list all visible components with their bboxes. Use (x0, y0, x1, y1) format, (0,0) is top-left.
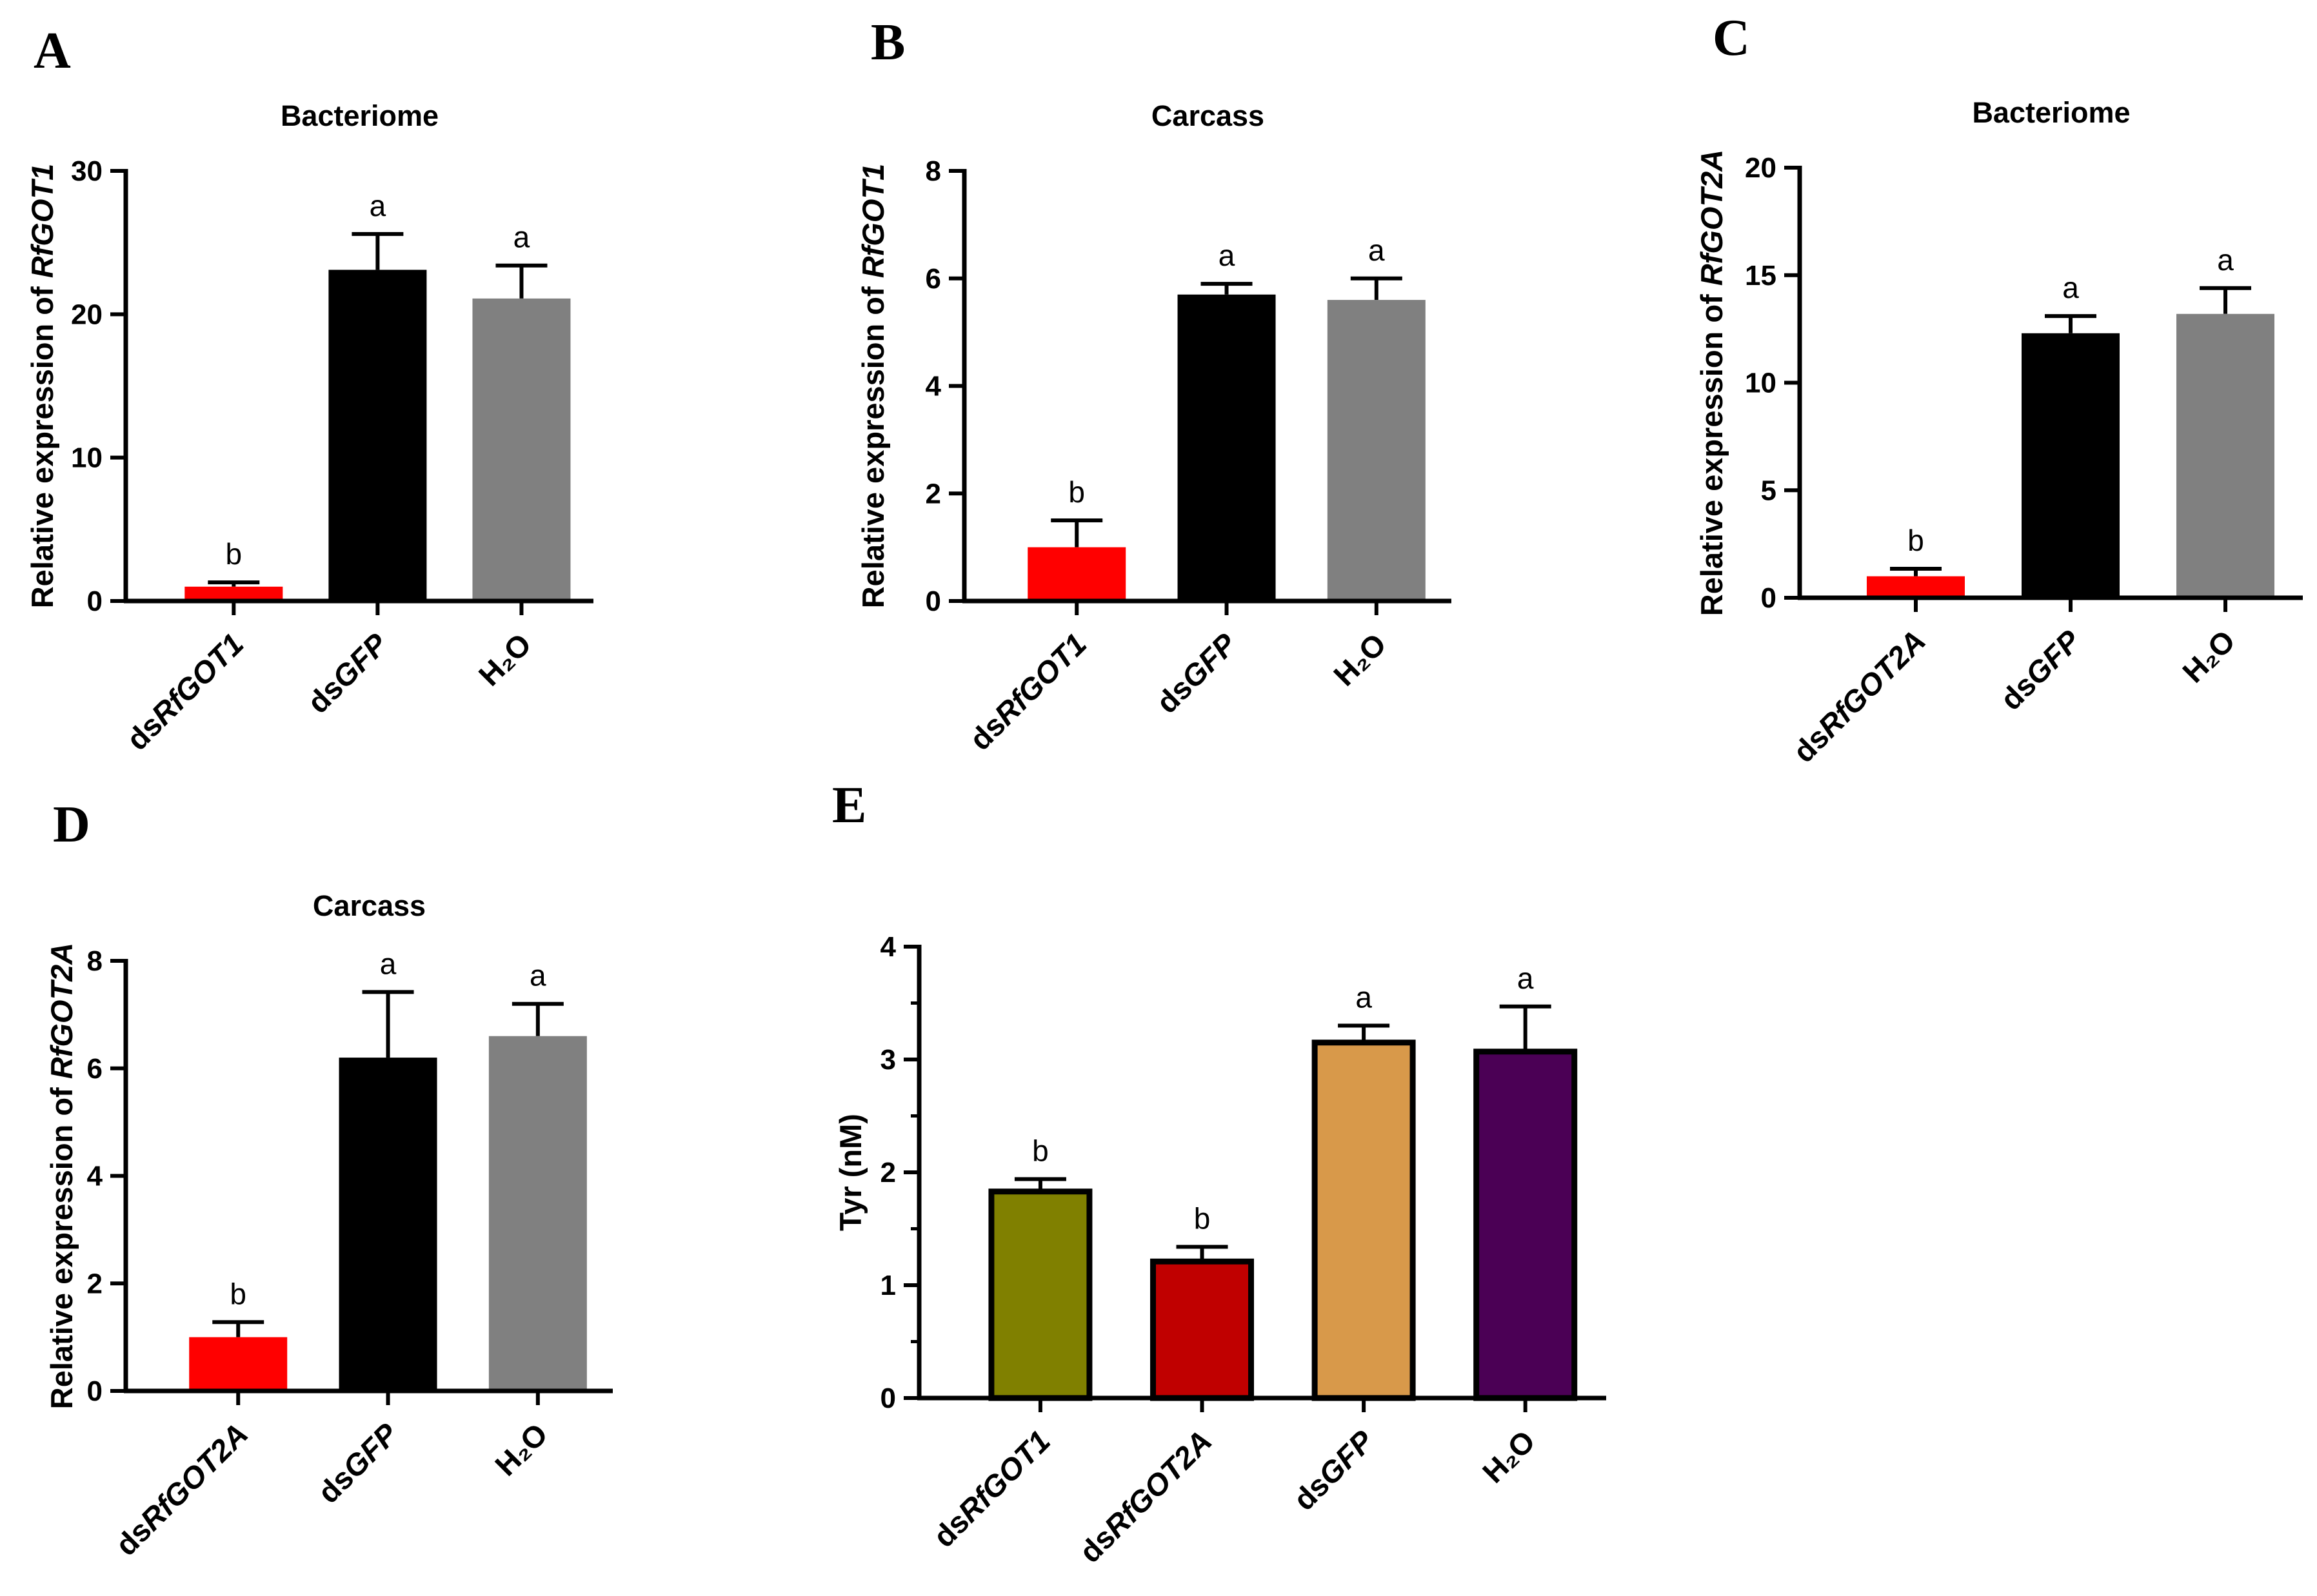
significance-letter: b (1194, 1202, 1211, 1236)
bar-H₂O (1473, 1049, 1578, 1401)
panel-letter: D (53, 796, 90, 853)
bar-dsRfGOT2A (1150, 1258, 1255, 1401)
y-tick-label: 5 (1761, 475, 1776, 506)
bar-dsRfGOT1 (988, 1188, 1093, 1401)
significance-letter: a (1368, 233, 1385, 267)
significance-letter: a (370, 189, 386, 222)
panel-C: C Bacteriome Relative expression of RfGOT2… (1695, 10, 2303, 769)
y-tick-label: 0 (87, 586, 103, 617)
panel-letter: E (832, 777, 866, 834)
x-tick-label: dsGFP (1287, 1423, 1380, 1517)
y-axis-label: Relative expression of RfGOT1 (25, 164, 59, 609)
bar-dsRfGOT2A (1867, 576, 1965, 598)
panel-title: Carcass (1151, 99, 1264, 132)
panel-letter: B (871, 14, 905, 71)
y-tick-label: 0 (926, 586, 941, 617)
bar-dsRfGOT1 (184, 586, 283, 601)
bar-H₂O (488, 1036, 587, 1391)
x-tick-label: dsRfGOT2A (1073, 1424, 1218, 1570)
x-tick-label: dsRfGOT2A (1786, 624, 1932, 769)
significance-letter: b (1907, 524, 1924, 557)
panel-D: D Carcass Relative expression of RfGOT2A b d… (45, 796, 613, 1562)
significance-letter: b (1032, 1134, 1049, 1168)
bar-dsRfGOT1 (1028, 547, 1126, 601)
bar-H₂O (2176, 313, 2274, 598)
significance-letter: a (1218, 239, 1235, 272)
x-tick-label: dsGFP (311, 1416, 404, 1510)
y-axis-label: Tyr (nM) (833, 1114, 868, 1231)
bar-dsGFP (2022, 333, 2120, 598)
bar-dsGFP (1311, 1039, 1416, 1401)
bar-H₂O (472, 298, 571, 601)
x-tick-label: H₂O (1327, 627, 1393, 693)
y-tick-label: 2 (87, 1268, 103, 1299)
y-tick-label: 4 (880, 931, 897, 963)
significance-letter: a (380, 947, 397, 980)
significance-letter: a (513, 221, 530, 254)
y-tick-label: 4 (87, 1161, 103, 1192)
x-tick-label: dsRfGOT2A (108, 1417, 254, 1562)
significance-letter: b (226, 537, 243, 571)
y-tick-label: 8 (87, 945, 103, 977)
y-tick-label: 8 (926, 155, 941, 187)
x-tick-label: H₂O (488, 1417, 554, 1483)
y-tick-label: 10 (1745, 368, 1776, 399)
y-tick-label: 15 (1745, 260, 1776, 291)
y-tick-label: 2 (926, 478, 941, 509)
y-tick-label: 6 (87, 1053, 103, 1085)
y-tick-label: 10 (71, 442, 103, 474)
x-tick-label: dsGFP (1149, 626, 1243, 720)
bar-H₂O (1327, 300, 1426, 601)
y-tick-label: 4 (926, 371, 942, 402)
significance-letter: a (530, 959, 546, 992)
y-tick-label: 0 (87, 1375, 103, 1407)
y-tick-label: 1 (880, 1270, 896, 1301)
x-tick-label: H₂O (2176, 624, 2242, 689)
panel-title: Carcass (313, 889, 426, 922)
bar-dsGFP (328, 270, 427, 601)
y-axis-label: Relative expression of RfGOT2A (1695, 150, 1729, 616)
panel-title: Bacteriome (281, 99, 439, 132)
y-tick-label: 20 (1745, 152, 1776, 184)
x-tick-label: dsGFP (1993, 623, 2087, 716)
panel-letter: A (34, 23, 71, 79)
y-tick-label: 20 (71, 299, 103, 330)
x-tick-label: dsRfGOT1 (926, 1424, 1057, 1554)
y-axis-label: Relative expression of RfGOT2A (45, 943, 79, 1409)
x-tick-label: dsRfGOT1 (120, 627, 250, 757)
y-tick-label: 30 (71, 155, 103, 187)
significance-letter: a (1355, 981, 1372, 1014)
significance-letter: a (2217, 243, 2234, 277)
x-tick-label: H₂O (472, 627, 537, 693)
y-tick-label: 0 (1761, 582, 1776, 614)
y-axis-label: Relative expression of RfGOT1 (856, 164, 890, 609)
panel-A: A Bacteriome Relative expression of RfGOT1… (25, 23, 593, 756)
bar-dsRfGOT2A (189, 1337, 288, 1391)
significance-letter: b (230, 1277, 246, 1310)
significance-letter: a (1517, 961, 1534, 995)
panel-title: Bacteriome (1972, 96, 2130, 129)
panel-E: E Tyr (nM) b dsRfGOT1 b dsRfGOT2A a dsGFP a H₂O 0 1… (832, 777, 1606, 1569)
bar-dsGFP (339, 1058, 437, 1391)
panel-letter: C (1713, 10, 1750, 66)
y-tick-label: 0 (880, 1383, 896, 1414)
bar-dsGFP (1177, 294, 1276, 601)
y-tick-label: 6 (926, 263, 941, 295)
x-tick-label: H₂O (1476, 1424, 1542, 1490)
significance-letter: a (2062, 271, 2079, 304)
y-tick-label: 3 (880, 1044, 896, 1076)
x-tick-label: dsGFP (301, 626, 394, 720)
significance-letter: b (1068, 475, 1085, 509)
panel-B: B Carcass Relative expression of RfGOT1 b ds… (856, 14, 1451, 756)
x-tick-label: dsRfGOT1 (962, 627, 1093, 757)
y-tick-label: 2 (880, 1157, 896, 1188)
